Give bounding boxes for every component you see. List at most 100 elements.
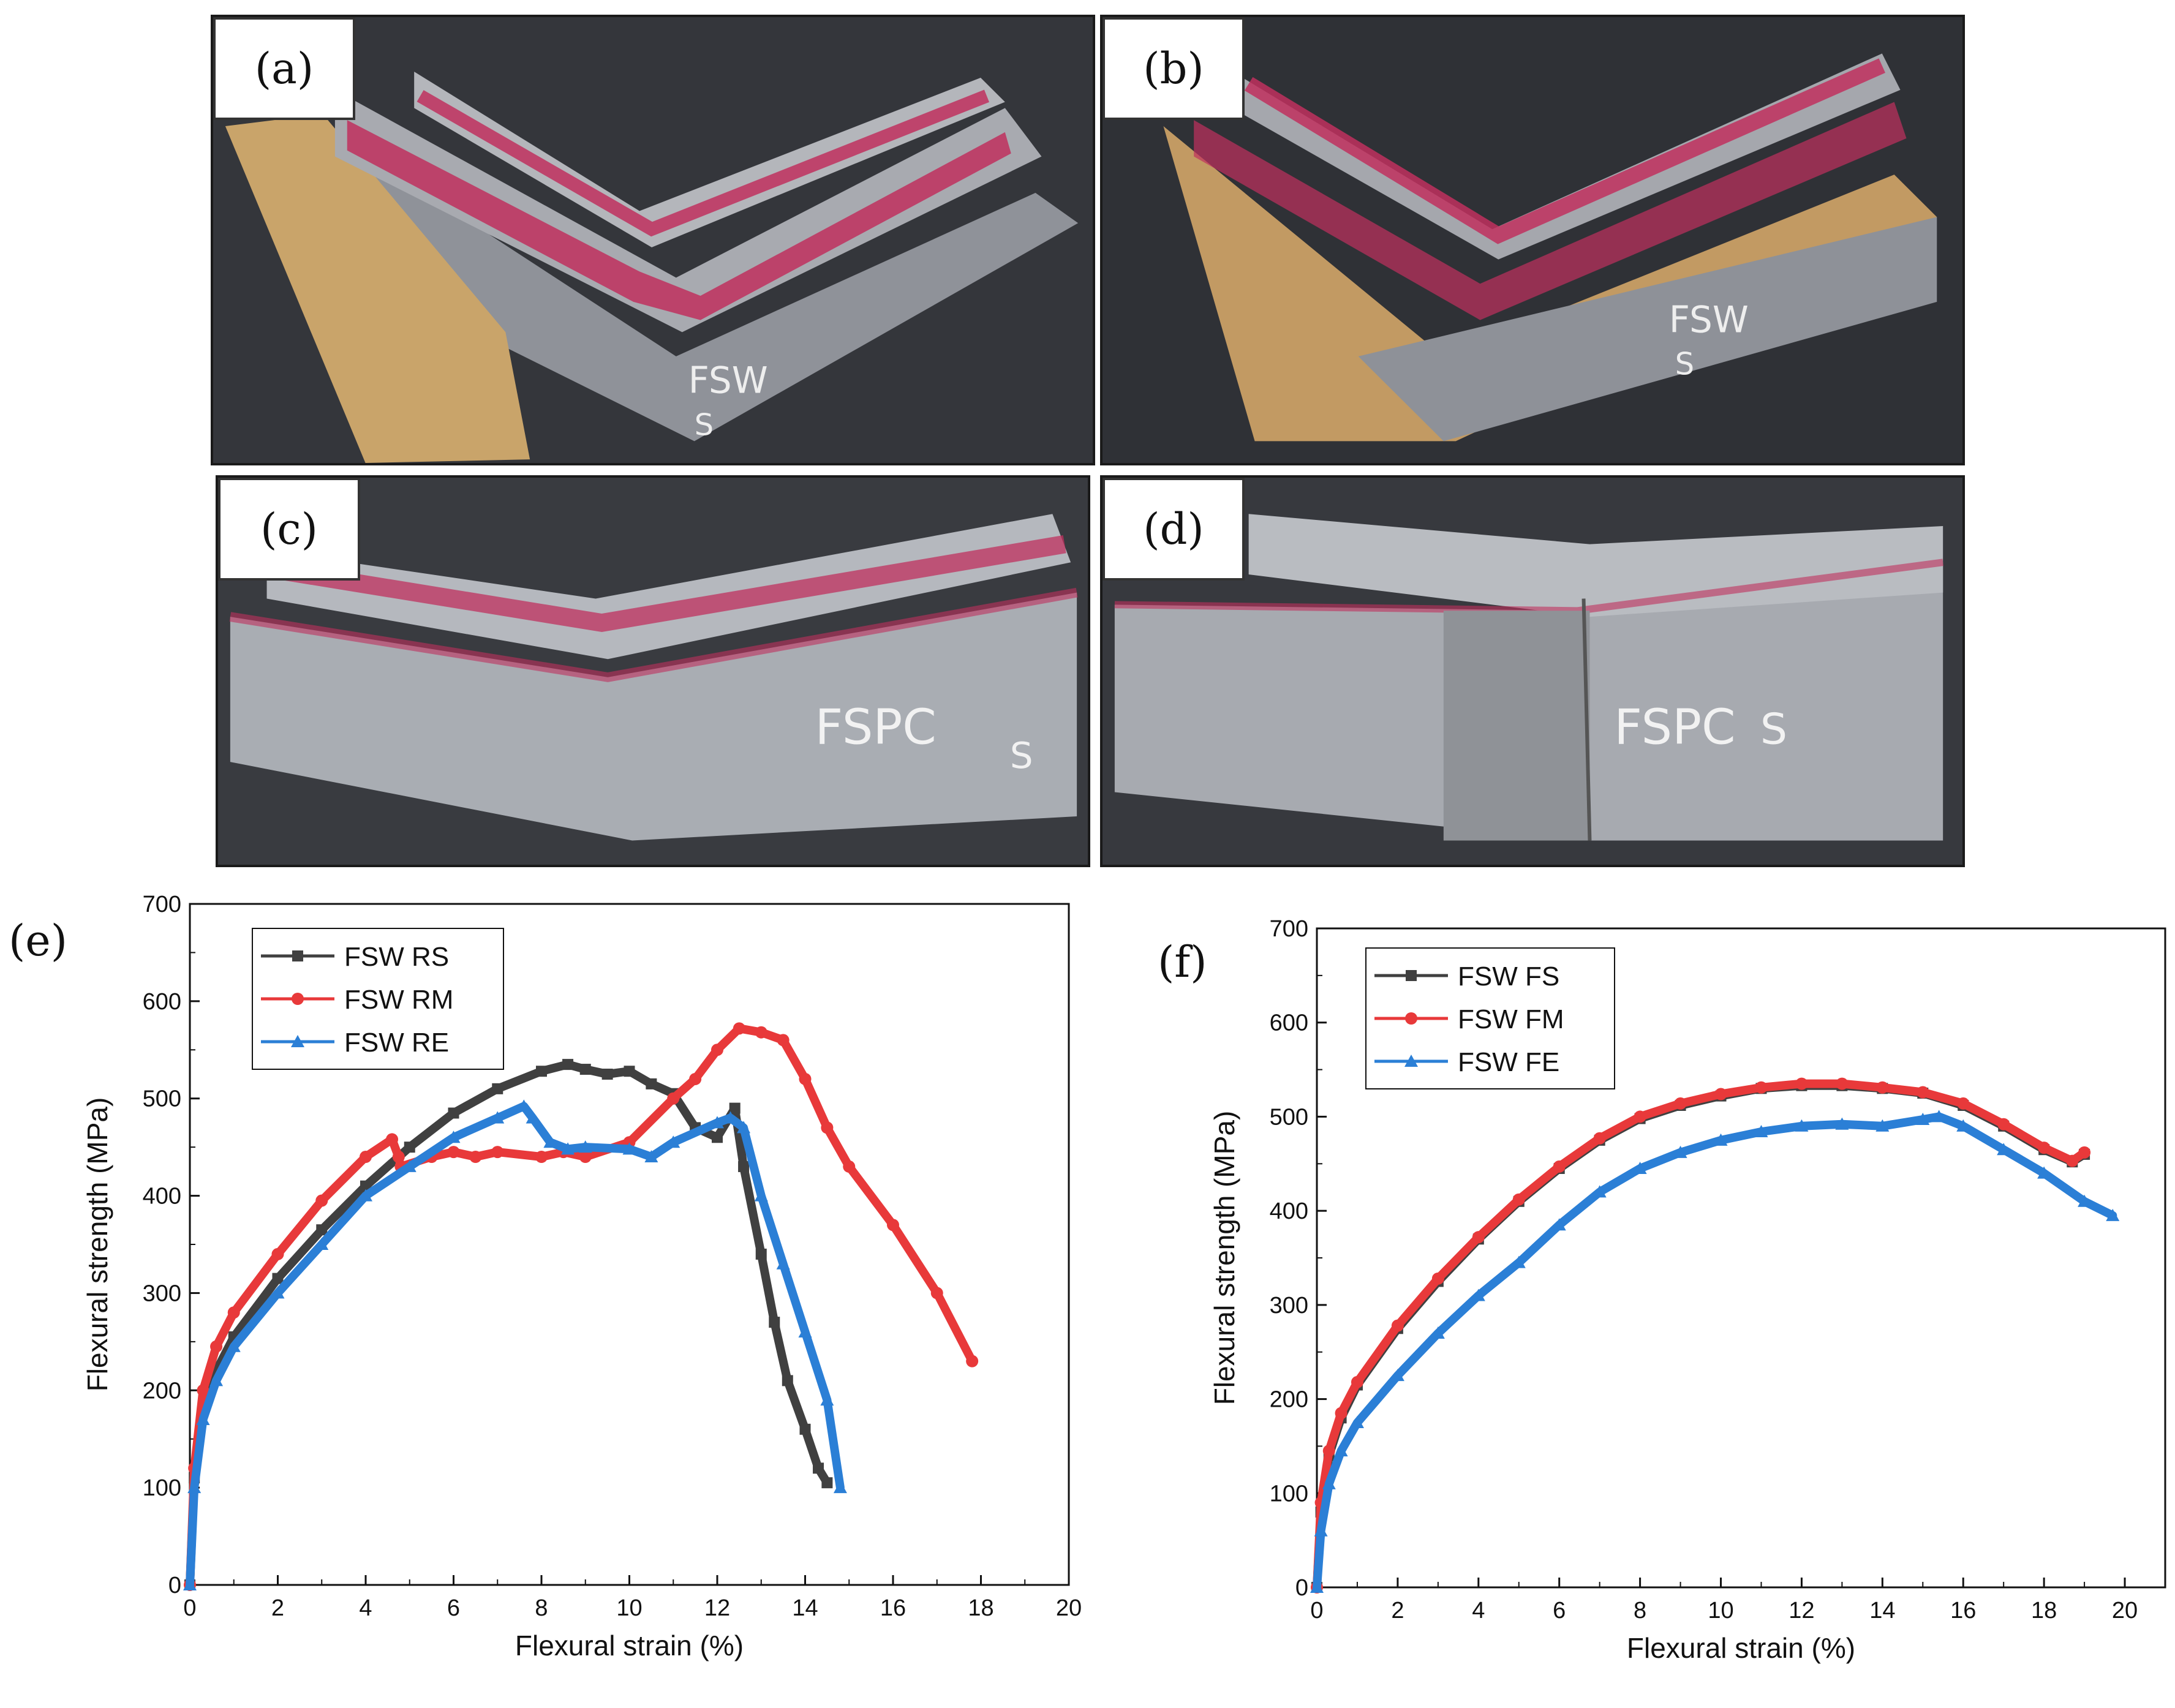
data-point [271, 1247, 284, 1260]
x-tick-label: 12 [1789, 1598, 1814, 1623]
data-point [209, 1374, 224, 1386]
data-point [315, 1194, 328, 1207]
data-point [737, 1121, 751, 1134]
photo-panel-d: FSPC S (d) [1100, 475, 1965, 867]
data-point [1350, 1416, 1364, 1428]
photo-panel-c: FSPC S (c) [216, 475, 1090, 867]
y-tick-label: 600 [1270, 1010, 1308, 1036]
data-point [404, 1142, 415, 1153]
data-point [536, 1066, 547, 1077]
specimen-marking-b2: S [1675, 347, 1695, 382]
data-point [644, 1150, 658, 1163]
photo-label-c: (c) [218, 478, 360, 581]
data-point [491, 1111, 505, 1124]
x-tick-label: 4 [359, 1595, 372, 1621]
data-point [272, 1273, 284, 1284]
data-point [733, 1022, 745, 1035]
data-point [1795, 1119, 1809, 1132]
data-point [1876, 1081, 1889, 1094]
data-point [517, 1099, 531, 1112]
bent-specimen-photo-a: FSW S [213, 17, 1093, 463]
series-fsw-rs [184, 1059, 833, 1590]
bent-specimen-photo-c: FSPC S [218, 478, 1088, 865]
legend-entry: FSW RS [344, 942, 449, 972]
chart-e: (e) 0 2 4 6 8 10 12 14 16 18 20 0 100 200 300 400 500 600… [0, 882, 1103, 1708]
data-point [754, 1189, 768, 1202]
data-point [271, 1286, 285, 1299]
legend-entry: FSW RE [344, 1028, 449, 1058]
data-point [799, 1072, 812, 1085]
photo-panel-a: FSW S (a) [211, 15, 1095, 465]
data-point [667, 1092, 680, 1105]
legend-entry: FSW FE [1458, 1047, 1559, 1077]
x-tick-label: 20 [1056, 1595, 1082, 1621]
data-point [1673, 1145, 1687, 1158]
chart-e-svg: (e) 0 2 4 6 8 10 12 14 16 18 200100200300400500600… [9, 892, 1082, 1661]
legend-swatch-marker [292, 950, 303, 961]
data-point [755, 1248, 767, 1260]
x-tick-label: 2 [1391, 1598, 1404, 1623]
y-tick-label: 700 [1270, 916, 1308, 942]
y-tick-label: 400 [143, 1184, 181, 1210]
x-tick-label: 8 [1634, 1598, 1646, 1623]
chart-f-y-axis-label: Flexural strength (MPa) [1208, 1111, 1240, 1405]
data-point [1674, 1097, 1687, 1110]
x-tick-label: 20 [2112, 1598, 2138, 1623]
y-tick-label: 400 [1270, 1198, 1308, 1224]
specimen-marking-c2: S [1010, 735, 1033, 777]
data-point [561, 1142, 575, 1155]
data-point [1755, 1081, 1768, 1094]
data-point [2038, 1142, 2051, 1154]
data-point [392, 1151, 405, 1164]
chart-f: (f) 0 2 4 6 8 10 12 14 16 18 20 0 100 200 300 400 500 600… [1121, 882, 2175, 1708]
data-point [799, 1423, 811, 1435]
data-point [447, 1131, 461, 1143]
y-tick-label: 300 [1270, 1293, 1308, 1319]
series-line [186, 1060, 832, 1589]
data-point [316, 1224, 328, 1236]
data-point [1552, 1218, 1566, 1231]
chart-e-legend: FSW RS FSW RM FSW RE [252, 928, 504, 1070]
legend-swatch-marker [1406, 970, 1417, 981]
bent-specimen-photo-b: FSW S [1103, 17, 1962, 463]
data-point [1634, 1110, 1646, 1123]
series-fsw-fe [1310, 1110, 2120, 1593]
data-point [813, 1462, 824, 1474]
data-point [360, 1151, 372, 1164]
legend-swatch-marker [1405, 1012, 1417, 1025]
data-point [562, 1059, 574, 1070]
data-point [1512, 1255, 1526, 1268]
data-point [833, 1481, 847, 1494]
bent-specimen-photo-d: FSPC S [1103, 478, 1962, 865]
data-point [1512, 1193, 1525, 1206]
data-point [646, 1078, 657, 1089]
series-line [186, 1024, 977, 1589]
data-point [1956, 1119, 1970, 1132]
legend-entry: FSW RM [344, 985, 453, 1015]
data-point [1391, 1319, 1404, 1332]
specimen-marking-c1: FSPC [815, 699, 937, 756]
y-tick-label: 700 [143, 892, 181, 917]
y-tick-label: 0 [1295, 1575, 1308, 1601]
legend-swatch-marker [292, 993, 304, 1005]
x-tick-label: 4 [1472, 1598, 1485, 1623]
data-point [666, 1135, 680, 1148]
x-tick-label: 16 [880, 1595, 906, 1621]
data-point [210, 1340, 223, 1353]
data-point [624, 1066, 635, 1077]
data-point [821, 1477, 833, 1489]
data-point [821, 1121, 834, 1134]
data-point [1795, 1077, 1808, 1090]
series-fsw-fs [1311, 1080, 2090, 1593]
data-point [1997, 1118, 2010, 1131]
y-tick-label: 0 [168, 1573, 181, 1598]
data-point [622, 1142, 636, 1155]
data-point [1593, 1185, 1607, 1198]
chart-f-x-axis-label: Flexural strain (%) [1627, 1632, 1855, 1664]
data-point [776, 1257, 790, 1270]
chart-f-panel-label: (f) [1158, 937, 1207, 987]
chart-e-y-axis-label: Flexural strength (MPa) [81, 1097, 113, 1392]
data-point [359, 1189, 372, 1202]
data-point [447, 1146, 460, 1159]
